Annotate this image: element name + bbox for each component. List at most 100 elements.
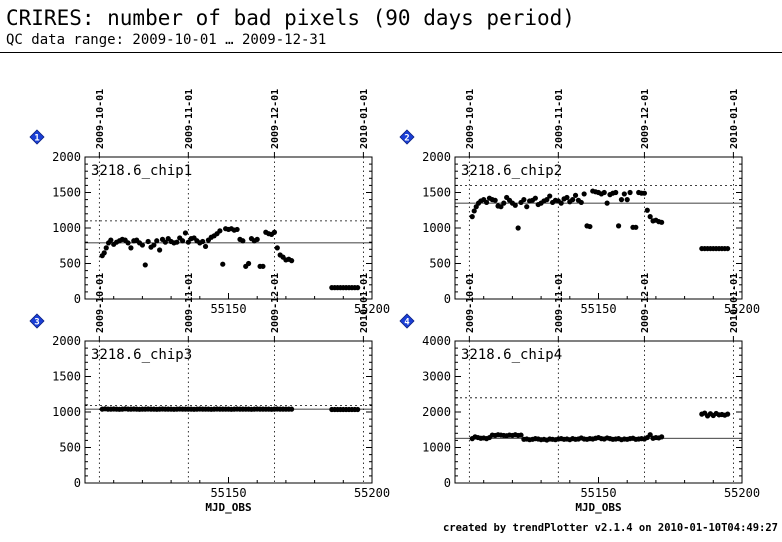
data-point — [182, 230, 189, 236]
data-point — [471, 208, 477, 214]
data-point — [521, 197, 527, 203]
data-point — [587, 223, 593, 230]
data-point — [139, 242, 145, 248]
data-point — [618, 197, 625, 203]
data-point — [289, 406, 295, 412]
data-point — [564, 194, 570, 201]
data-point — [558, 200, 564, 206]
y-tick-label: 2000 — [422, 150, 451, 164]
y-tick-label: 1000 — [52, 405, 81, 419]
data-point — [157, 247, 163, 253]
y-tick-label: 2000 — [52, 334, 81, 348]
x-tick-label: 55200 — [354, 486, 390, 500]
data-point — [179, 238, 186, 244]
chart-panel-1: 2009-10-01 2009-11-01 2009-12-01 2010-01-01… — [29, 89, 390, 316]
top-date-label: 2009-11-01 — [554, 89, 565, 149]
top-date-label: 2009-10-01 — [95, 273, 106, 333]
y-tick-label: 500 — [59, 257, 81, 271]
data-point — [501, 200, 507, 206]
data-point — [547, 193, 553, 199]
data-point — [185, 239, 191, 245]
y-tick-label: 0 — [444, 292, 451, 306]
chart-panel-4: 2009-10-01 2009-11-01 2009-12-01 2010-01-01… — [399, 273, 760, 514]
top-date-label: 2010-01-01 — [359, 89, 370, 149]
panel-index: 1 — [34, 134, 39, 144]
chart-panel-3: 2009-10-01 2009-11-01 2009-12-01 2010-01-01… — [29, 273, 390, 514]
y-tick-label: 3000 — [422, 370, 451, 384]
x-tick-label: 55150 — [210, 486, 246, 500]
top-date-label: 2009-10-01 — [95, 89, 106, 149]
top-date-label: 2010-01-01 — [359, 273, 370, 333]
data-point — [128, 245, 134, 251]
x-tick-label: 55150 — [210, 302, 246, 316]
header-divider — [0, 52, 782, 53]
top-date-label: 2009-12-01 — [270, 273, 281, 333]
panel-marker-icon — [399, 313, 415, 329]
x-axis-label: MJD_OBS — [575, 501, 621, 514]
y-tick-label: 1000 — [422, 221, 451, 235]
y-tick-label: 500 — [429, 257, 451, 271]
data-point — [103, 245, 109, 251]
y-tick-label: 1000 — [52, 221, 81, 235]
panel-marker-icon — [29, 129, 45, 145]
data-point — [174, 239, 180, 245]
data-point — [254, 236, 260, 242]
x-tick-label: 55150 — [580, 486, 616, 500]
data-point — [601, 189, 607, 196]
x-tick-label: 55200 — [354, 302, 390, 316]
data-point — [274, 245, 280, 251]
data-point — [355, 406, 361, 413]
x-axis-label: MJD_OBS — [205, 501, 251, 514]
top-date-label: 2010-01-01 — [729, 273, 740, 333]
panel-index: 2 — [404, 134, 409, 144]
data-point — [621, 191, 627, 197]
top-date-label: 2010-01-01 — [729, 89, 740, 149]
data-point — [647, 214, 653, 220]
data-point — [524, 204, 530, 210]
y-tick-label: 1500 — [52, 370, 81, 384]
y-tick-label: 500 — [59, 441, 81, 455]
data-point — [572, 192, 579, 198]
data-point — [725, 411, 731, 417]
top-date-label: 2009-12-01 — [640, 89, 651, 149]
data-point — [627, 189, 633, 196]
y-tick-label: 0 — [74, 476, 81, 490]
data-point — [142, 262, 148, 268]
page-subtitle: QC data range: 2009-10-01 … 2009-12-31 — [6, 32, 327, 48]
data-point — [220, 261, 226, 267]
top-date-label: 2009-12-01 — [270, 89, 281, 149]
data-point — [200, 238, 206, 245]
data-point — [145, 238, 151, 245]
data-point — [217, 228, 223, 234]
data-point — [289, 258, 295, 264]
data-point — [659, 219, 665, 225]
x-tick-label: 55150 — [580, 302, 616, 316]
page-title: CRIRES: number of bad pixels (90 days pe… — [6, 6, 575, 30]
data-point — [469, 214, 475, 220]
data-point — [544, 197, 550, 203]
top-date-label: 2009-10-01 — [465, 89, 476, 149]
data-point — [515, 225, 521, 231]
top-date-label: 2009-11-01 — [184, 273, 195, 333]
data-point — [260, 263, 266, 269]
data-point — [154, 238, 160, 244]
data-point — [518, 432, 524, 438]
data-point — [483, 199, 490, 206]
data-point — [647, 432, 653, 438]
data-point — [659, 434, 665, 440]
series-label: 3218.6_chip1 — [91, 163, 192, 179]
data-point — [532, 195, 538, 201]
series-label: 3218.6_chip2 — [461, 163, 562, 179]
x-tick-label: 55200 — [724, 302, 760, 316]
data-point — [578, 199, 584, 206]
data-point — [570, 197, 576, 203]
data-point — [162, 239, 168, 245]
panel-marker-icon — [29, 313, 45, 329]
top-date-label: 2009-12-01 — [640, 273, 651, 333]
chart-panel-2: 2009-10-01 2009-11-01 2009-12-01 2010-01-01… — [399, 89, 760, 316]
data-point — [151, 242, 157, 248]
data-point — [240, 238, 246, 244]
data-point — [581, 191, 587, 197]
footer-credit: created by trendPlotter v2.1.4 on 2010-0… — [442, 522, 778, 534]
